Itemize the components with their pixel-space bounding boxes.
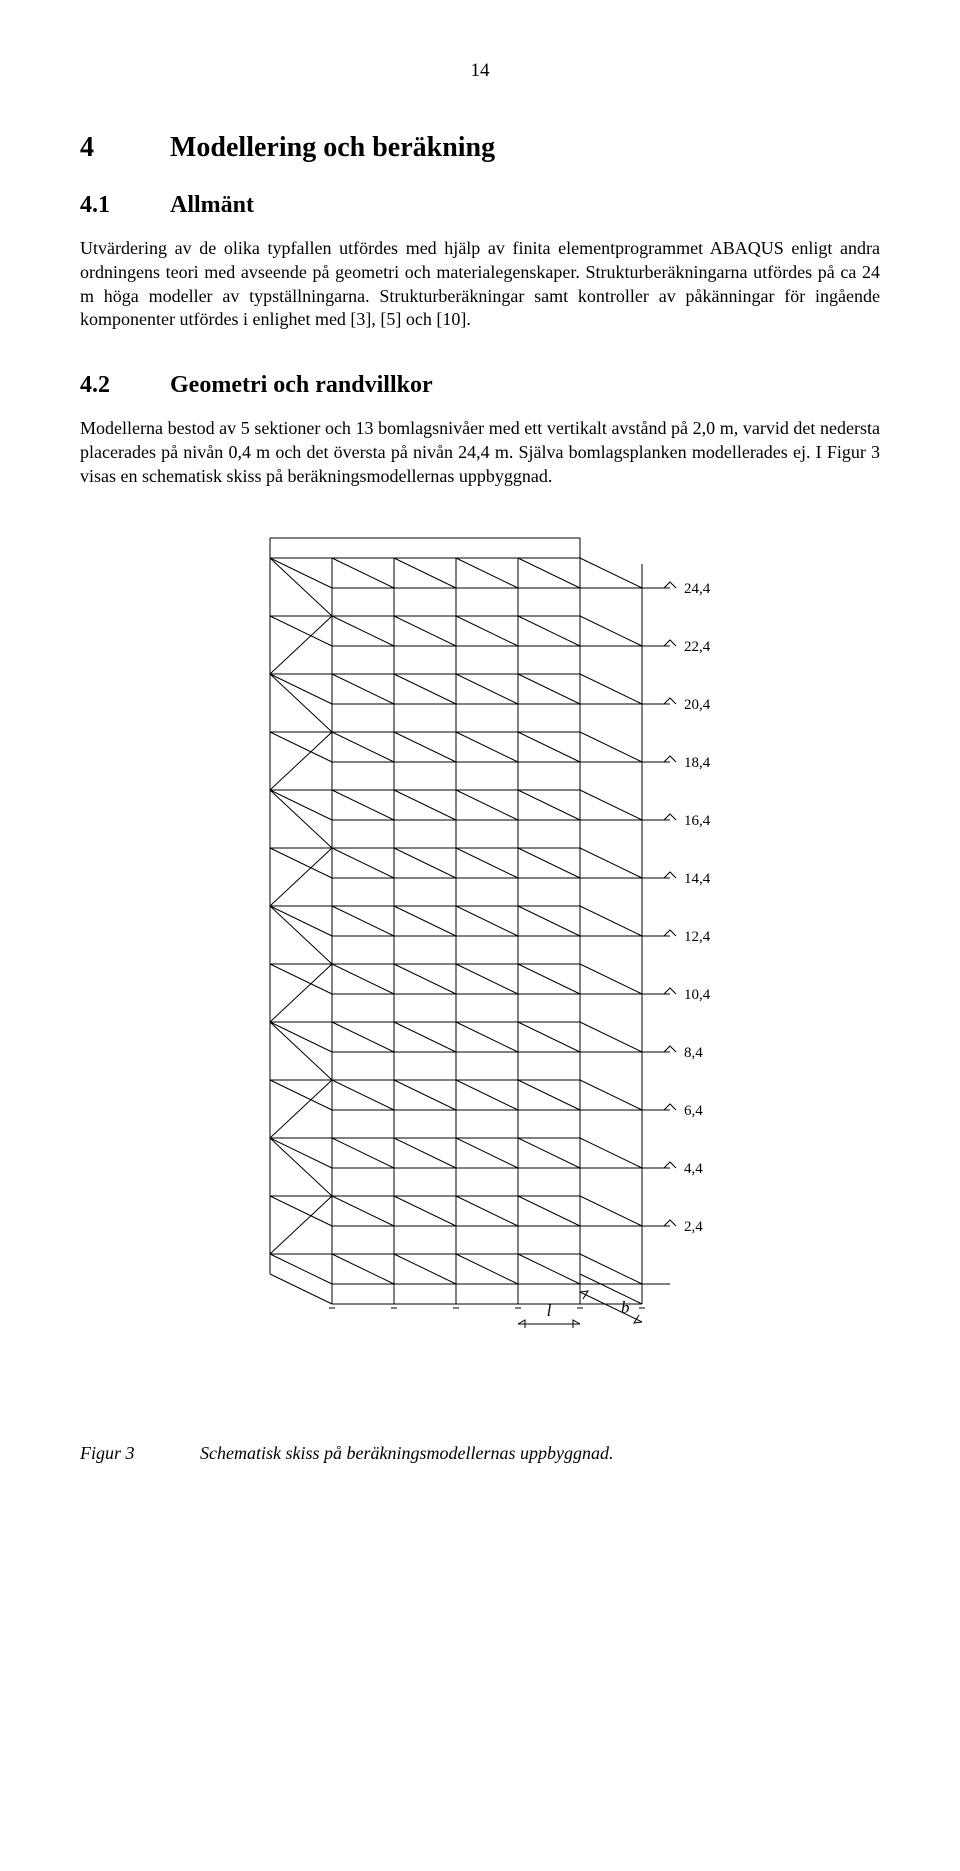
heading1-title: Modellering och beräkning [170, 132, 495, 163]
caption-label: Figur 3 [80, 1443, 200, 1464]
figure-3-svg: 24,4 22,4 20,4 18,4 16,4 14,4 12,4 10,4 8,4 6,4 4,… [200, 528, 760, 1398]
svg-text:b: b [621, 1298, 630, 1317]
heading2b-num: 4.2 [80, 372, 170, 399]
heading2-title: Allmänt [170, 192, 254, 218]
svg-text:2,4: 2,4 [684, 1219, 703, 1235]
svg-text:20,4: 20,4 [684, 697, 711, 713]
svg-text:16,4: 16,4 [684, 813, 711, 829]
svg-text:l: l [547, 1301, 552, 1320]
heading-4-2: 4.2Geometri och randvillkor [80, 372, 880, 399]
svg-text:24,4: 24,4 [684, 581, 711, 597]
figure-caption: Figur 3Schematisk skiss på beräkningsmod… [80, 1443, 880, 1464]
heading2-num: 4.1 [80, 192, 170, 219]
caption-text: Schematisk skiss på beräkningsmodellerna… [200, 1443, 613, 1463]
svg-text:22,4: 22,4 [684, 639, 711, 655]
svg-text:14,4: 14,4 [684, 871, 711, 887]
svg-text:8,4: 8,4 [684, 1045, 703, 1061]
heading-4-1: 4.1Allmänt [80, 192, 880, 219]
figure-container: 24,4 22,4 20,4 18,4 16,4 14,4 12,4 10,4 8,4 6,4 4,… [80, 528, 880, 1398]
svg-text:18,4: 18,4 [684, 755, 711, 771]
svg-text:4,4: 4,4 [684, 1161, 703, 1177]
page-number: 14 [80, 60, 880, 82]
section1-paragraph: Utvärdering av de olika typfallen utförd… [80, 237, 880, 332]
heading1-num: 4 [80, 132, 170, 164]
heading2b-title: Geometri och randvillkor [170, 372, 433, 398]
svg-text:6,4: 6,4 [684, 1103, 703, 1119]
heading-level-1: 4Modellering och beräkning [80, 132, 880, 164]
svg-text:10,4: 10,4 [684, 987, 711, 1003]
section2-paragraph: Modellerna bestod av 5 sektioner och 13 … [80, 417, 880, 488]
svg-text:12,4: 12,4 [684, 929, 711, 945]
